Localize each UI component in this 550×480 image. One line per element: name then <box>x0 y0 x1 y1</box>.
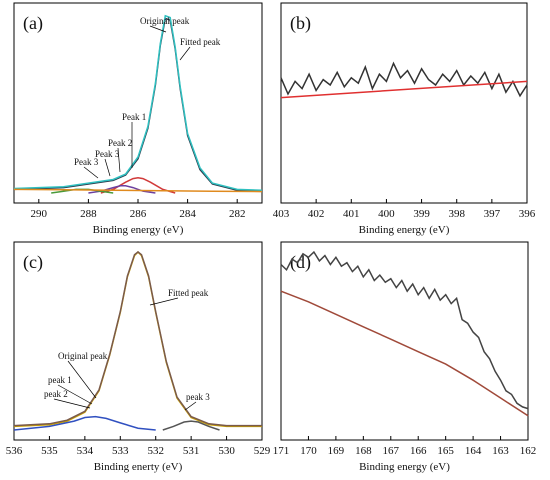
annotation-label: Peak 2 <box>108 138 132 148</box>
panel-label: (a) <box>23 13 43 34</box>
annotation-label: Peak 1 <box>122 112 146 122</box>
x-tick-label: 284 <box>179 208 196 220</box>
annotation-label: Fitted peak <box>180 37 221 47</box>
panel-label: (b) <box>290 13 311 34</box>
series-line-fitted-peak <box>13 14 263 192</box>
x-axis-label: Binding energy (eV) <box>93 224 184 236</box>
x-tick-label: 170 <box>300 445 317 457</box>
series-line-baseline <box>280 80 528 99</box>
annotation-leader <box>57 384 93 405</box>
x-tick-label: 396 <box>519 208 536 220</box>
x-tick-label: 533 <box>112 445 129 457</box>
x-tick-label: 162 <box>520 445 537 457</box>
annotation-leader <box>149 25 167 33</box>
series-line-fitted-peak <box>13 251 262 427</box>
annotation-label: Original peak <box>140 16 190 26</box>
panel-c: 536 535 534 533 532 531 530 529 Binding enerty (… <box>6 241 271 473</box>
panel-b: 403 402 401 400 399 398 397 396 Binding energy (… <box>273 2 536 236</box>
x-tick-label: 165 <box>437 445 454 457</box>
x-axis-label: Binding enerty (eV) <box>94 461 183 473</box>
x-tick-label: 400 <box>378 208 395 220</box>
series-line-peak-2 <box>88 185 156 194</box>
x-tick-label: 169 <box>328 445 345 457</box>
x-tick-label: 530 <box>218 445 235 457</box>
series-line-original-peak <box>13 17 263 192</box>
x-tick-label: 167 <box>383 445 400 457</box>
x-axis-label: Binding energy (eV) <box>359 461 450 473</box>
x-tick-label: 168 <box>355 445 372 457</box>
x-tick-label: 399 <box>413 208 430 220</box>
panel-a: 290 288 286 284 282 Binding energy (eV) (a) Ori… <box>13 2 263 236</box>
annotation-leader <box>67 360 97 399</box>
x-tick-label: 166 <box>410 445 427 457</box>
series-line-baseline <box>13 188 263 193</box>
x-tick-label: 163 <box>492 445 509 457</box>
series-line-peak-1 <box>13 415 156 431</box>
x-tick-label: 286 <box>130 208 147 220</box>
series-line-original-peak <box>13 250 262 428</box>
x-tick-label: 288 <box>80 208 97 220</box>
x-tick-label: 535 <box>41 445 58 457</box>
x-tick-label: 403 <box>273 208 290 220</box>
x-tick-label: 282 <box>229 208 246 220</box>
x-tick-label: 529 <box>254 445 271 457</box>
plot-frame <box>280 2 528 204</box>
series-line-spectrum <box>280 250 529 410</box>
x-tick-label: 397 <box>484 208 501 220</box>
annotation-leader <box>53 398 91 409</box>
x-tick-label: 531 <box>183 445 200 457</box>
panel-label: (d) <box>290 252 311 273</box>
panel-d: 171 170 169 168 167 166 165 164 163 162 Binding en… <box>273 241 537 473</box>
annotation-label: Original peak <box>58 351 108 361</box>
plot-frame <box>280 241 529 441</box>
x-tick-label: 164 <box>465 445 482 457</box>
annotation-leader <box>83 166 99 179</box>
x-tick-label: 401 <box>343 208 360 220</box>
x-tick-label: 402 <box>308 208 325 220</box>
x-tick-label: 398 <box>448 208 465 220</box>
annotation-leader <box>117 147 121 173</box>
x-tick-label: 536 <box>6 445 23 457</box>
x-axis-label: Binding energy (eV) <box>359 224 450 236</box>
annotation-label: Peak 3 <box>95 149 120 159</box>
plot-frame <box>13 241 263 441</box>
annotation-leader <box>184 401 197 411</box>
x-tick-label: 534 <box>77 445 94 457</box>
x-tick-label: 290 <box>31 208 48 220</box>
annotation-label: Peak 3 <box>74 157 99 167</box>
annotation-leader <box>104 158 111 177</box>
annotation-label: peak 1 <box>48 375 72 385</box>
annotation-label: peak 2 <box>44 389 68 399</box>
panel-label: (c) <box>23 252 43 273</box>
plot-frame <box>13 2 263 204</box>
annotation-leader <box>179 46 191 61</box>
x-tick-label: 171 <box>273 445 290 457</box>
annotation-label: peak 3 <box>186 392 210 402</box>
series-line-spectrum <box>280 61 528 98</box>
annotation-label: Fitted peak <box>168 288 209 298</box>
annotation-leader <box>149 297 179 306</box>
series-line-baseline <box>280 290 529 417</box>
x-tick-label: 532 <box>147 445 164 457</box>
series-line-peak-3 <box>162 420 220 431</box>
